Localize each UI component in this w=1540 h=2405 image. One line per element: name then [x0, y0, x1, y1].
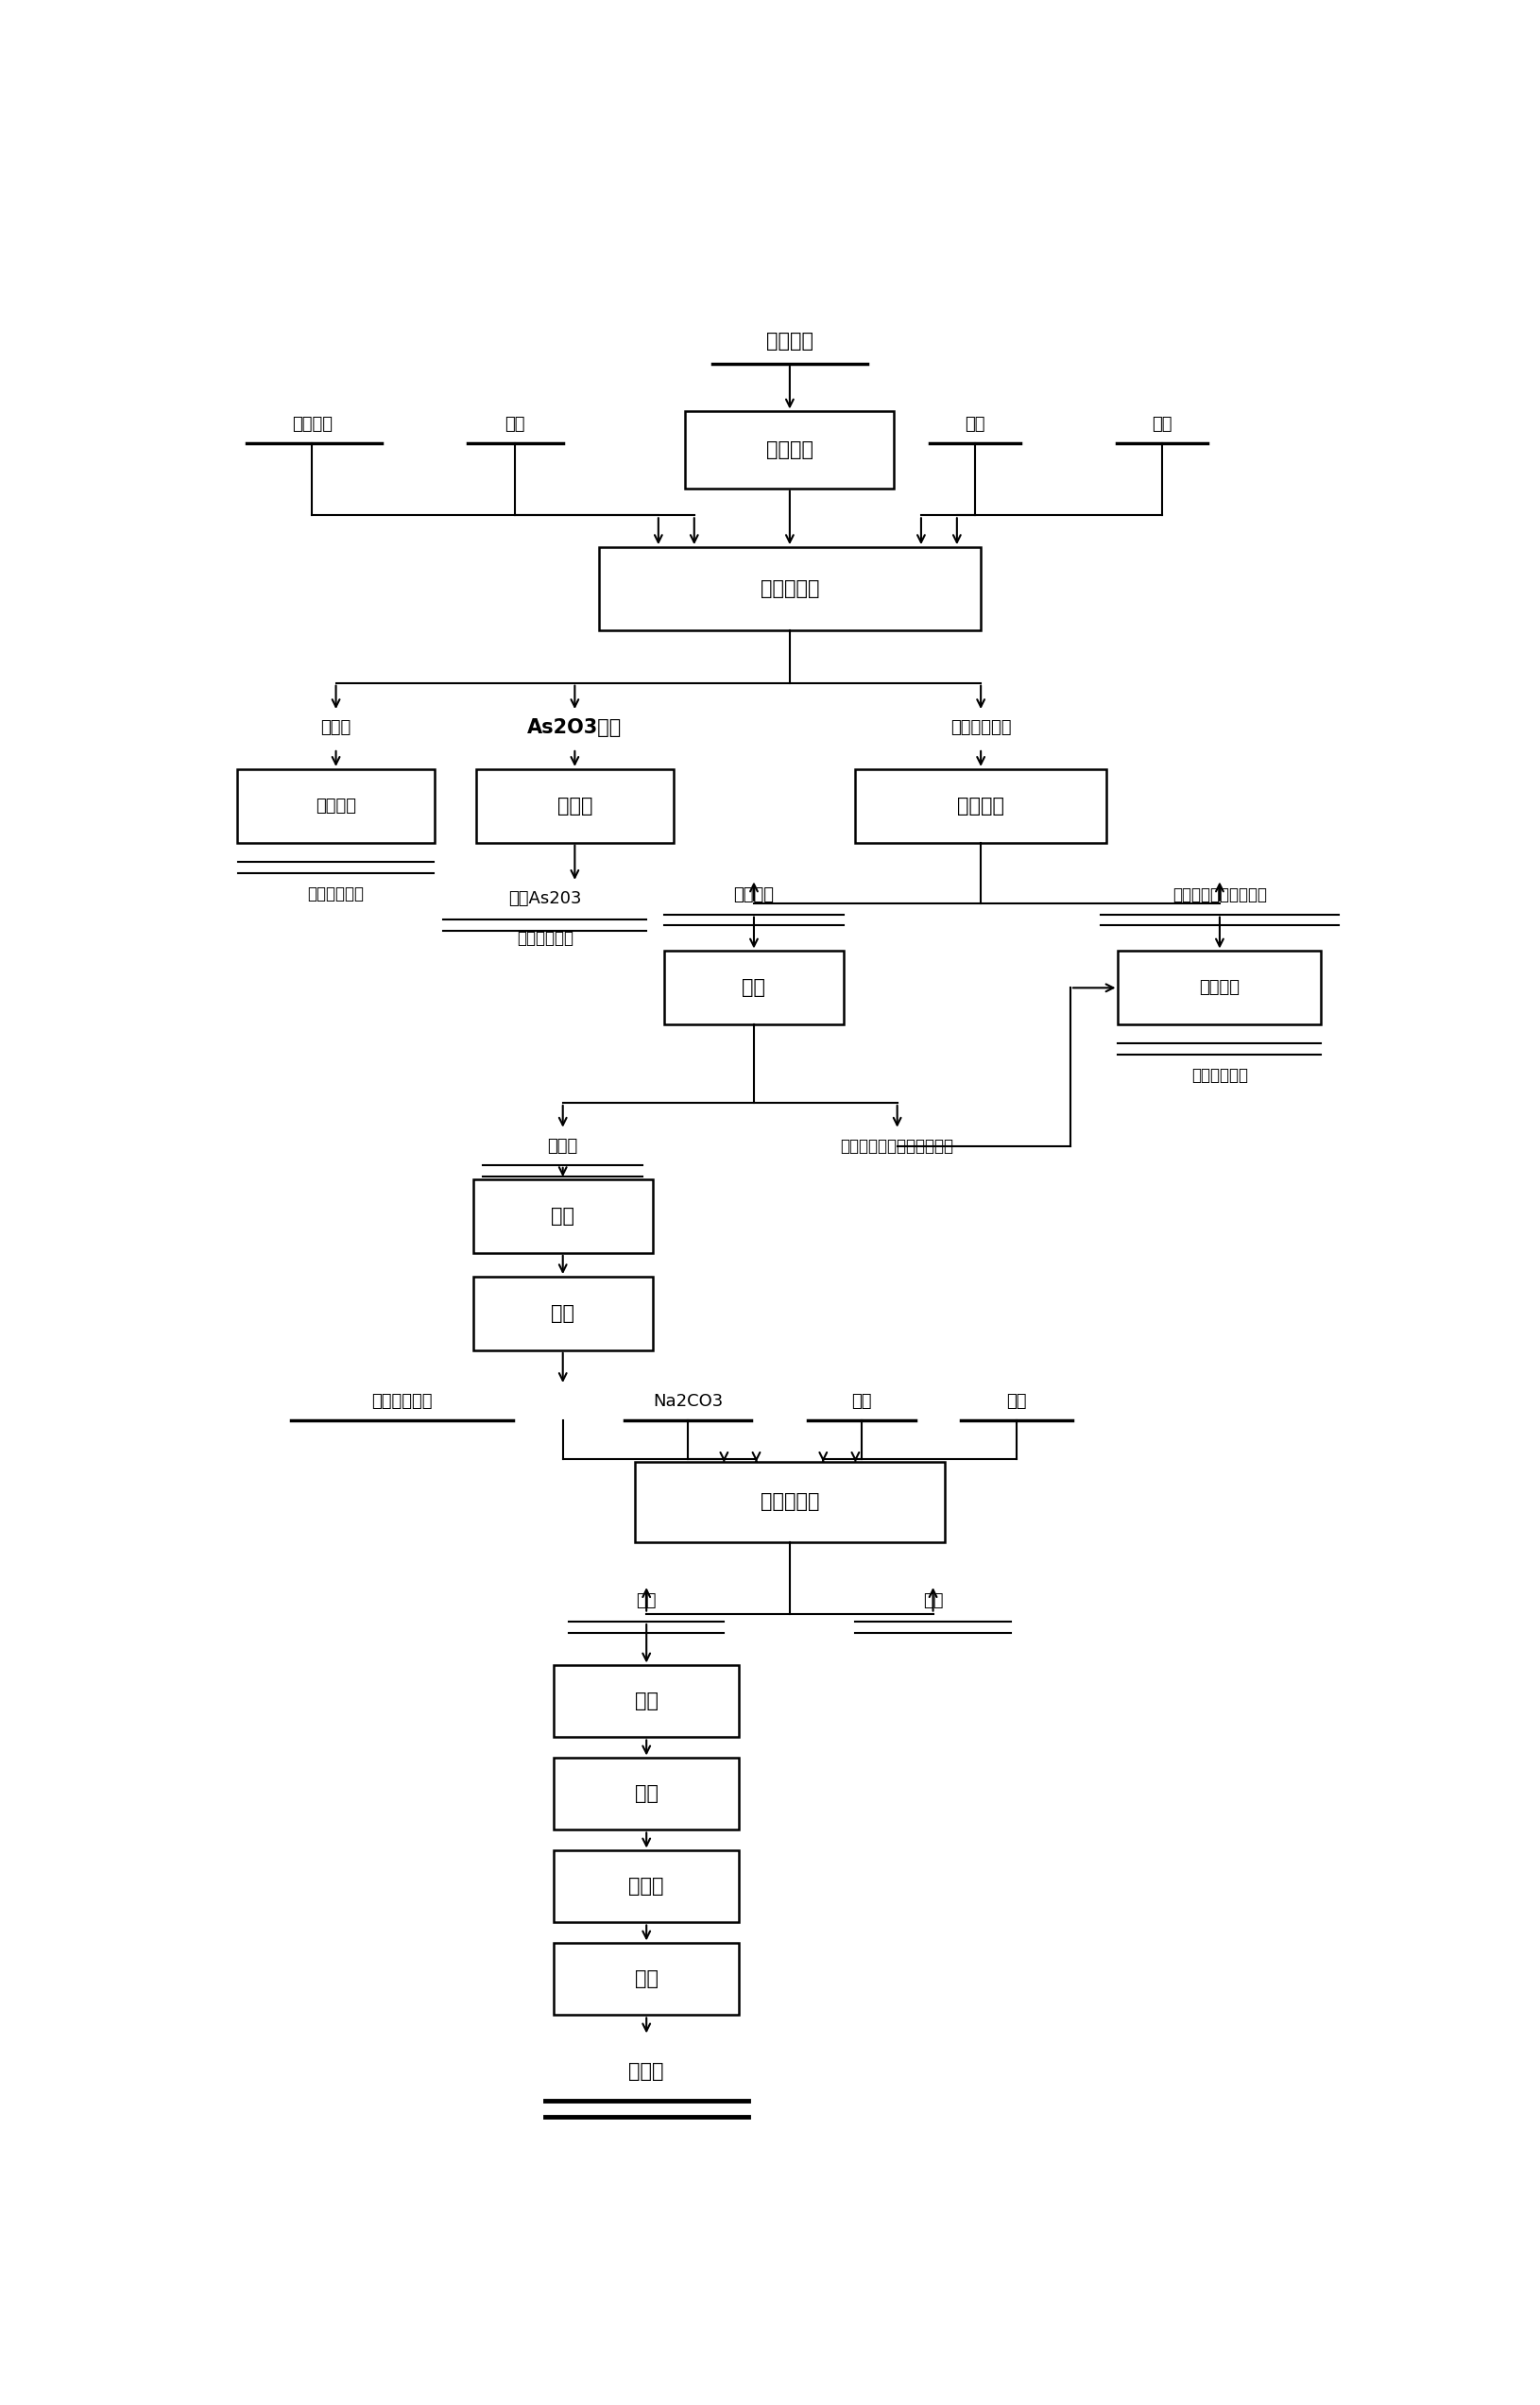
- Text: 加热: 加热: [742, 979, 765, 998]
- Text: （其它工序）: （其它工序）: [1190, 1068, 1247, 1085]
- Text: 含铋湿阳极泥: 含铋湿阳极泥: [371, 1392, 431, 1409]
- Text: 铁屑: 铁屑: [964, 416, 984, 433]
- Text: 反射炉熔炼: 反射炉熔炼: [759, 1494, 819, 1510]
- Bar: [553, 1667, 739, 1736]
- Bar: [855, 770, 1106, 842]
- Text: 铜浮渣: 铜浮渣: [320, 719, 351, 736]
- Bar: [553, 1852, 739, 1922]
- Text: 鼓风炉熔炼: 鼓风炉熔炼: [759, 580, 819, 599]
- Text: （其它工序）: （其它工序）: [308, 885, 363, 902]
- Text: 铜、锑、碲、金、银残浮渣: 铜、锑、碲、金、银残浮渣: [839, 1138, 953, 1154]
- Text: 阳极板: 阳极板: [547, 1138, 578, 1154]
- Bar: [237, 770, 434, 842]
- Text: 焦煤: 焦煤: [1006, 1392, 1026, 1409]
- Text: 除锑: 除锑: [634, 1785, 658, 1804]
- Bar: [473, 1178, 651, 1253]
- Bar: [634, 1462, 944, 1542]
- Text: 高纯铋: 高纯铋: [628, 2063, 664, 2080]
- Text: 除铅: 除铅: [634, 1693, 658, 1710]
- Text: 铁屑: 铁屑: [850, 1392, 872, 1409]
- Text: 机械破碎: 机械破碎: [765, 440, 813, 459]
- Text: 收尘室: 收尘室: [557, 796, 591, 815]
- Text: 氧化铅粉: 氧化铅粉: [291, 416, 333, 433]
- Text: 焦煤: 焦煤: [1152, 416, 1172, 433]
- Text: 浮渣: 浮渣: [922, 1592, 942, 1609]
- Text: 萤石: 萤石: [505, 416, 525, 433]
- Bar: [553, 1943, 739, 2015]
- Text: 电解: 电解: [551, 1207, 574, 1227]
- Text: 回收As203: 回收As203: [508, 890, 581, 907]
- Text: 回收处理: 回收处理: [1198, 979, 1240, 996]
- Text: （其它工序）: （其它工序）: [516, 931, 573, 948]
- Text: Na2CO3: Na2CO3: [653, 1392, 722, 1409]
- Text: 粗铋: 粗铋: [636, 1592, 656, 1609]
- Bar: [664, 950, 842, 1025]
- Text: 铅为主的合金: 铅为主的合金: [950, 719, 1010, 736]
- Text: 铅铋合金: 铅铋合金: [733, 887, 773, 904]
- Text: 铜、锑、金、银、硫渣: 铜、锑、金、银、硫渣: [1172, 887, 1266, 904]
- Bar: [685, 411, 893, 488]
- Bar: [473, 1277, 651, 1349]
- Text: 水洗: 水洗: [551, 1304, 574, 1323]
- Text: 含铋物料: 含铋物料: [765, 332, 813, 351]
- Bar: [553, 1758, 739, 1830]
- Text: As2O3气体: As2O3气体: [527, 719, 622, 736]
- Bar: [1118, 950, 1320, 1025]
- Bar: [476, 770, 673, 842]
- Bar: [598, 548, 979, 630]
- Text: 回收处理: 回收处理: [316, 798, 356, 815]
- Text: 除锌: 除锌: [634, 1970, 658, 1989]
- Text: 捞银渣: 捞银渣: [628, 1878, 664, 1895]
- Text: 电热前床: 电热前床: [956, 796, 1004, 815]
